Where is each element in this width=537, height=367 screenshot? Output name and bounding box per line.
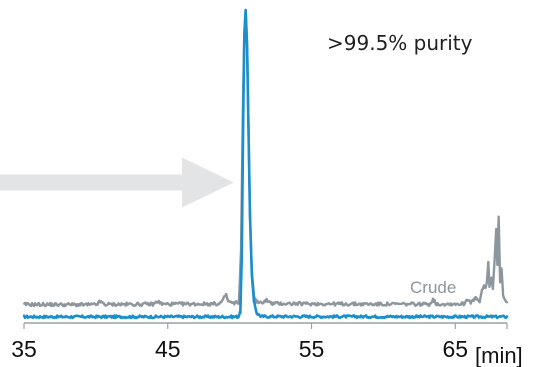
x-axis-ticks: 35 45 55 65 (11, 323, 508, 362)
series-group (22, 8, 509, 320)
series-label-crude: Crude (410, 278, 456, 297)
series-line-purified (22, 8, 509, 320)
x-tick-label: 55 (299, 336, 325, 362)
purity-annotation: >99.5% purity (327, 31, 473, 55)
x-tick-label: 65 (442, 336, 468, 362)
purification-arrow (0, 157, 234, 208)
series-line-crude (22, 8, 509, 308)
x-tick-label: 35 (11, 336, 37, 362)
x-tick-label: 45 (155, 336, 181, 362)
arrow-head (181, 157, 234, 208)
arrow-shaft (0, 174, 183, 191)
x-axis-label: [min] (475, 343, 523, 367)
